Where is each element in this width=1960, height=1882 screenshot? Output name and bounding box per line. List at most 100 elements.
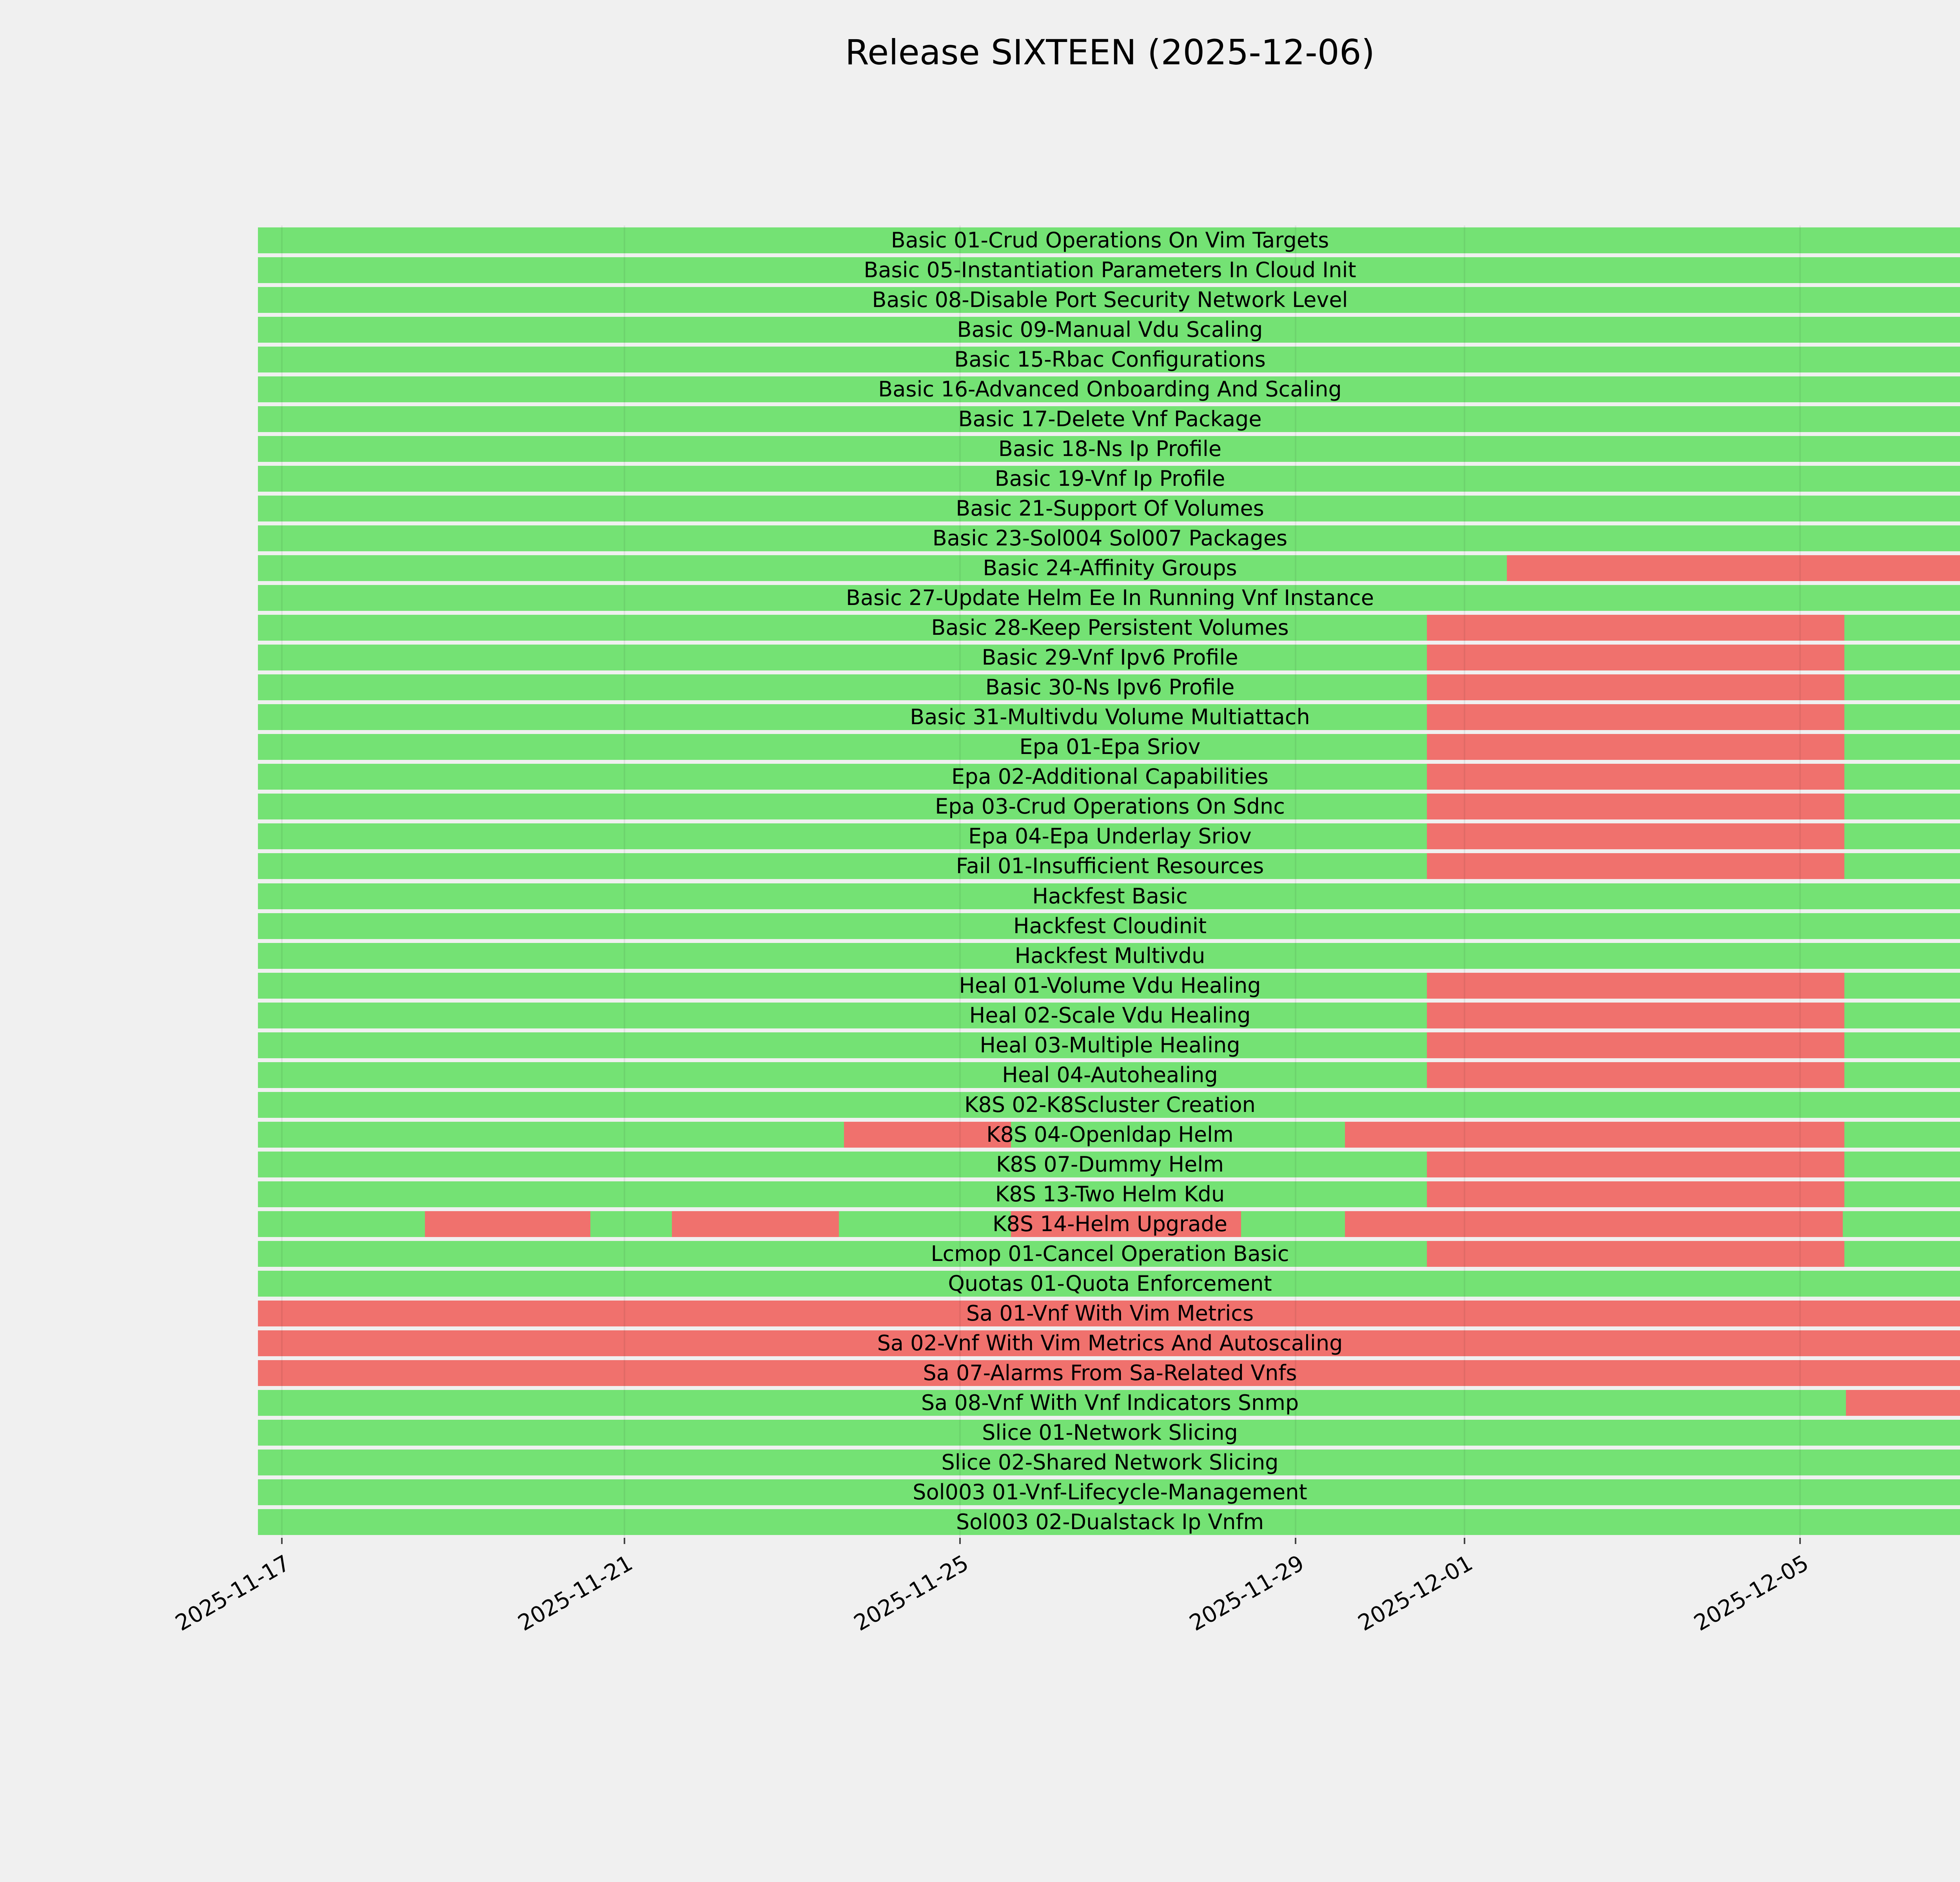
bar-segment-pass bbox=[1844, 1002, 1960, 1028]
bar-segment-pass bbox=[1844, 734, 1960, 760]
bar-segment-fail bbox=[1427, 645, 1845, 671]
bar-label: Basic 09-Manual Vdu Scaling bbox=[957, 317, 1263, 342]
bar-segment-fail bbox=[1345, 1121, 1845, 1148]
bar-label: Epa 03-Crud Operations On Sdnc bbox=[935, 794, 1285, 819]
chart-row: Basic 23-Sol004 Sol007 Packages bbox=[258, 525, 1960, 552]
chart-row: Hackfest Multivdu bbox=[258, 943, 1960, 969]
chart-row: K8S 13-Two Helm Kdu bbox=[258, 1181, 1960, 1207]
bar-label: Basic 28-Keep Persistent Volumes bbox=[931, 615, 1289, 640]
bar-label: Basic 24-Affinity Groups bbox=[983, 556, 1237, 581]
bar-segment-pass bbox=[258, 853, 1427, 879]
bar-segment-fail bbox=[1846, 1390, 1960, 1416]
bar-label: Sa 02-Vnf With Vim Metrics And Autoscali… bbox=[877, 1330, 1343, 1355]
bar-segment-fail bbox=[1427, 972, 1845, 999]
bar-segment-pass bbox=[258, 347, 1960, 373]
bar-label: Sa 07-Alarms From Sa-Related Vnfs bbox=[923, 1360, 1297, 1385]
bar-segment-pass bbox=[258, 674, 1427, 701]
bar-segment-pass bbox=[258, 913, 1960, 939]
chart-row: Sol003 02-Dualstack Ip Vnfm bbox=[258, 1509, 1960, 1535]
bar-label: Basic 16-Advanced Onboarding And Scaling bbox=[878, 377, 1342, 402]
bar-segment-pass bbox=[258, 376, 1960, 403]
bar-segment-pass bbox=[1844, 764, 1960, 790]
bar-segment-pass bbox=[1844, 823, 1960, 850]
chart-row: Basic 08-Disable Port Security Network L… bbox=[258, 287, 1960, 313]
bar-segment-pass bbox=[1844, 1121, 1960, 1148]
bar-segment-fail bbox=[1427, 764, 1845, 790]
gridline bbox=[1463, 225, 1465, 1537]
bar-segment-pass bbox=[1844, 704, 1960, 730]
chart-row: Lcmop 01-Cancel Operation Basic bbox=[258, 1241, 1960, 1267]
chart-row: Heal 01-Volume Vdu Healing bbox=[258, 972, 1960, 999]
bar-label: Basic 15-Rbac Configurations bbox=[954, 347, 1266, 372]
bar-segment-fail bbox=[1427, 615, 1845, 641]
bar-segment-pass bbox=[258, 794, 1427, 820]
bar-label: Lcmop 01-Cancel Operation Basic bbox=[931, 1241, 1289, 1266]
bar-label: Hackfest Basic bbox=[1032, 883, 1188, 908]
bar-segment-pass bbox=[258, 1479, 1960, 1505]
bar-segment-pass bbox=[1842, 1211, 1960, 1237]
bar-segment-fail bbox=[1427, 853, 1845, 879]
chart-row: Basic 28-Keep Persistent Volumes bbox=[258, 615, 1960, 641]
bar-segment-pass bbox=[258, 1241, 1427, 1267]
bar-segment-pass bbox=[258, 406, 1960, 432]
bar-segment-pass bbox=[258, 1181, 1427, 1207]
bar-label: Heal 01-Volume Vdu Healing bbox=[959, 973, 1261, 998]
bar-segment-pass bbox=[1844, 674, 1960, 701]
bar-label: Sol003 02-Dualstack Ip Vnfm bbox=[956, 1509, 1264, 1534]
bar-segment-fail bbox=[258, 1360, 1960, 1386]
bar-segment-pass bbox=[1844, 972, 1960, 999]
bar-segment-pass bbox=[258, 734, 1427, 760]
bar-segment-pass bbox=[1844, 1062, 1960, 1088]
x-tick-label: 2025-11-29 bbox=[1185, 1550, 1308, 1637]
bar-segment-pass bbox=[258, 1092, 1960, 1118]
bar-label: Basic 23-Sol004 Sol007 Packages bbox=[932, 526, 1288, 551]
bar-label: Basic 05-Instantiation Parameters In Clo… bbox=[864, 258, 1356, 283]
bar-segment-fail bbox=[1427, 1062, 1845, 1088]
chart-row: K8S 14-Helm Upgrade bbox=[258, 1211, 1960, 1237]
bar-label: Epa 02-Additional Capabilities bbox=[951, 764, 1269, 789]
bar-label: Fail 01-Insufficient Resources bbox=[956, 854, 1264, 879]
bar-label: Hackfest Multivdu bbox=[1014, 943, 1205, 968]
bar-label: K8S 04-Openldap Helm bbox=[986, 1122, 1234, 1147]
chart-row: Basic 31-Multivdu Volume Multiattach bbox=[258, 704, 1960, 730]
chart-row: Basic 21-Support Of Volumes bbox=[258, 496, 1960, 522]
chart-row: Basic 18-Ns Ip Profile bbox=[258, 436, 1960, 462]
gridline bbox=[1295, 225, 1297, 1537]
x-tick-mark bbox=[623, 1538, 625, 1544]
bar-label: Basic 29-Vnf Ipv6 Profile bbox=[982, 645, 1238, 670]
x-axis: 2025-11-17 2025-11-21 2025-11-25 2025-11-29… bbox=[171, 1538, 1960, 1757]
chart-row: Epa 01-Epa Sriov bbox=[258, 734, 1960, 760]
chart-row: Slice 02-Shared Network Slicing bbox=[258, 1449, 1960, 1475]
bar-segment-pass bbox=[1844, 853, 1960, 879]
chart-title: Release SIXTEEN (2025-12-06) bbox=[845, 32, 1375, 73]
bar-segment-fail bbox=[1427, 704, 1845, 730]
bar-label: Basic 01-Crud Operations On Vim Targets bbox=[891, 228, 1329, 253]
chart-row: Epa 02-Additional Capabilities bbox=[258, 764, 1960, 790]
bar-segment-pass bbox=[258, 555, 1507, 581]
bar-label: Sol003 01-Vnf-Lifecycle-Management bbox=[913, 1479, 1307, 1504]
bar-label: Heal 02-Scale Vdu Healing bbox=[969, 1003, 1251, 1028]
bar-label: Basic 17-Delete Vnf Package bbox=[958, 407, 1262, 432]
bar-segment-pass bbox=[258, 257, 1960, 283]
bar-label: K8S 02-K8Scluster Creation bbox=[964, 1092, 1256, 1117]
bar-segment-pass bbox=[258, 764, 1427, 790]
x-tick-label: 2025-12-05 bbox=[1690, 1550, 1813, 1637]
bar-segment-pass bbox=[839, 1211, 1011, 1237]
bar-segment-fail bbox=[425, 1211, 590, 1237]
chart-row: Basic 17-Delete Vnf Package bbox=[258, 406, 1960, 432]
chart-row: Basic 19-Vnf Ip Profile bbox=[258, 466, 1960, 492]
chart-row: Heal 03-Multiple Healing bbox=[258, 1032, 1960, 1058]
bar-segment-pass bbox=[1011, 1121, 1345, 1148]
bar-segment-pass bbox=[258, 1151, 1427, 1177]
chart-row: Sa 02-Vnf With Vim Metrics And Autoscali… bbox=[258, 1330, 1960, 1356]
bar-segment-fail bbox=[1427, 1151, 1845, 1177]
bar-segment-pass bbox=[1844, 1241, 1960, 1267]
chart-row: Basic 15-Rbac Configurations bbox=[258, 347, 1960, 373]
chart-row: K8S 02-K8Scluster Creation bbox=[258, 1092, 1960, 1118]
bar-segment-pass bbox=[258, 317, 1960, 343]
bar-label: Slice 01-Network Slicing bbox=[982, 1420, 1238, 1445]
bar-label: Heal 04-Autohealing bbox=[1002, 1062, 1218, 1087]
x-tick-mark bbox=[281, 1538, 283, 1544]
chart-row: Basic 09-Manual Vdu Scaling bbox=[258, 317, 1960, 343]
